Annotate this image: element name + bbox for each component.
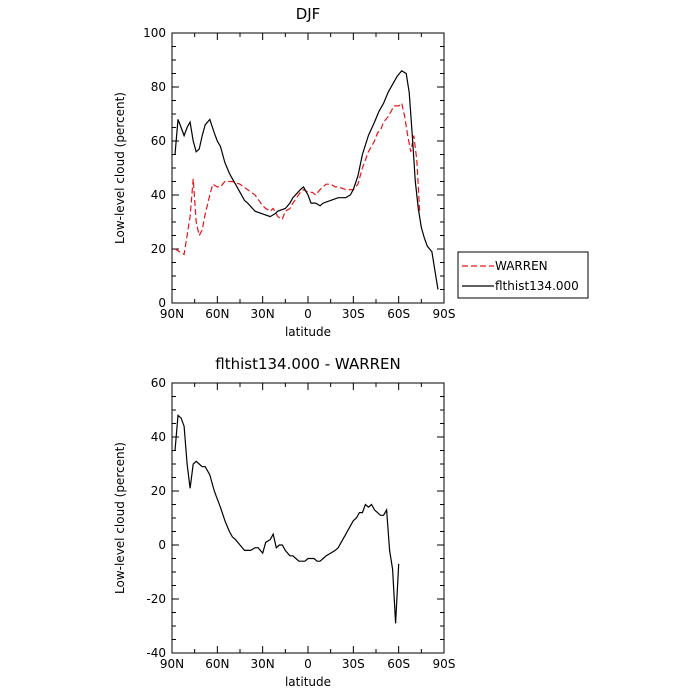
x-tick-label: 0 <box>304 307 312 321</box>
x-tick-label: 60N <box>205 307 229 321</box>
series-line-0 <box>174 414 400 624</box>
y-tick-label: 20 <box>151 242 166 256</box>
x-tick-label: 90S <box>433 307 456 321</box>
y-tick-label: 80 <box>151 80 166 94</box>
y-tick-label: 60 <box>151 376 166 390</box>
y-tick-label: 60 <box>151 134 166 148</box>
x-tick-label: 60N <box>205 657 229 671</box>
chart-title: flthist134.000 - WARREN <box>215 355 401 373</box>
chart-title: DJF <box>296 5 321 23</box>
difference-chart: flthist134.000 - WARREN 90N 60N 30N 0 30S 60S 9… <box>113 355 455 689</box>
x-axis-label: latitude <box>285 325 331 339</box>
x-tick-label: 30N <box>251 307 275 321</box>
y-axis-label: Low-level cloud (percent) <box>113 442 127 594</box>
y-tick-label: 40 <box>151 430 166 444</box>
plot-frame <box>171 32 445 304</box>
x-tick-label: 90S <box>433 657 456 671</box>
x-tick-label: 30N <box>251 657 275 671</box>
y-tick-label: 40 <box>151 188 166 202</box>
y-tick-label: -40 <box>146 646 166 660</box>
legend-box <box>457 251 589 299</box>
legend-label: WARREN <box>495 259 548 273</box>
x-tick-label: 0 <box>304 657 312 671</box>
y-tick-label: 0 <box>158 296 166 310</box>
y-axis-label: Low-level cloud (percent) <box>113 92 127 244</box>
legend-label: flthist134.000 <box>495 279 579 293</box>
y-tick-label: 0 <box>158 538 166 552</box>
plot-frame <box>171 382 445 654</box>
djf-chart: DJF 90N 60N 30N 0 30S 60S 90S 0 20 40 60 80 100 latitu… <box>113 5 589 339</box>
series-line-warren <box>174 102 421 256</box>
x-tick-label: 90N <box>160 307 184 321</box>
x-axis-label: latitude <box>285 675 331 689</box>
x-tick-label: 30S <box>342 657 365 671</box>
x-tick-label: 90N <box>160 657 184 671</box>
y-tick-label: 100 <box>143 26 166 40</box>
y-tick-label: -20 <box>146 592 166 606</box>
x-tick-label: 60S <box>387 307 410 321</box>
y-tick-label: 20 <box>151 484 166 498</box>
series-line-flthist134-000 <box>174 70 439 290</box>
x-tick-label: 60S <box>387 657 410 671</box>
x-tick-label: 30S <box>342 307 365 321</box>
